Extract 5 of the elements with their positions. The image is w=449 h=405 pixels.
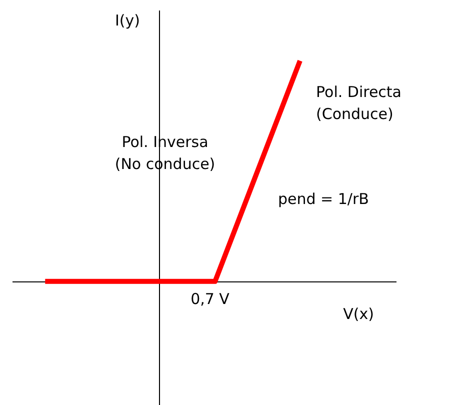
x-axis-title: V(x)	[343, 304, 374, 323]
annotation: Pol. Directa (Conduce)	[316, 83, 402, 123]
annotation: pend = 1/rB	[278, 190, 369, 208]
y-axis-title: I(y)	[114, 12, 140, 30]
text: 0,7 V	[190, 290, 230, 308]
